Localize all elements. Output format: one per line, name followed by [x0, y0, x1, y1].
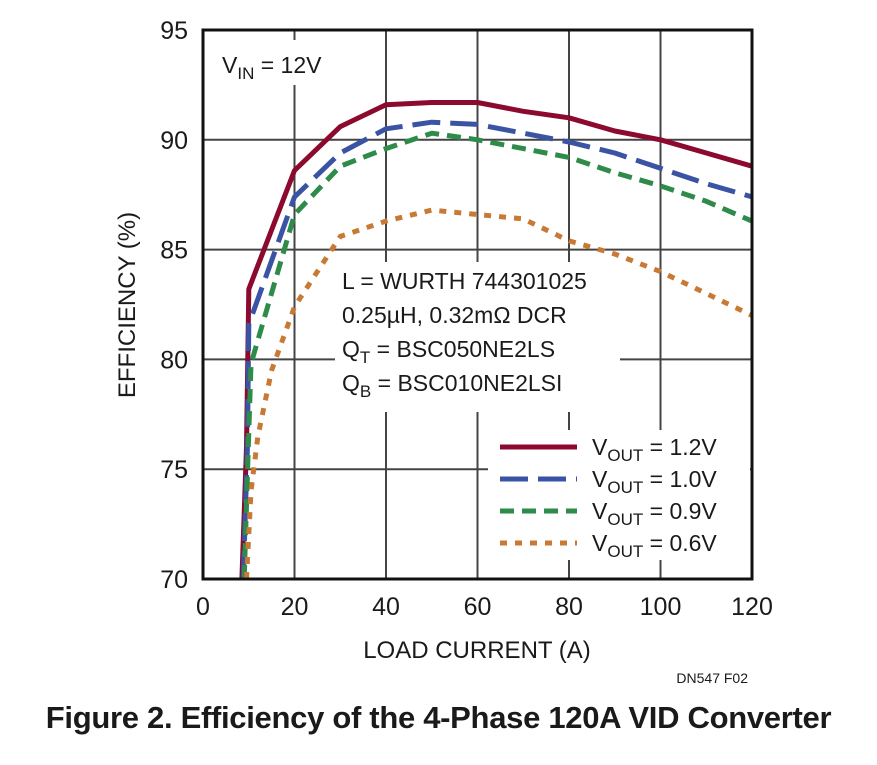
series-line-1 [239, 100, 753, 580]
x-tick-label: 60 [464, 593, 492, 621]
figure-caption: Figure 2. Efficiency of the 4-Phase 120A… [45, 700, 832, 735]
annotations: VIN = 12V L = WURTH 744301025 0.25µH, 0.3… [222, 52, 587, 401]
annotation-mask [335, 262, 620, 412]
legend-label: VOUT = 1.2V [592, 434, 717, 465]
y-axis-label: EFFICIENCY (%) [114, 212, 141, 398]
x-tick-label: 100 [640, 593, 682, 621]
y-tick-label: 95 [160, 17, 188, 45]
x-tick-label: 0 [196, 593, 210, 621]
figure-reference: DN547 F02 [676, 670, 748, 686]
efficiency-chart: VIN = 12V L = WURTH 744301025 0.25µH, 0.3… [114, 17, 773, 686]
y-tick-label: 75 [160, 456, 188, 484]
y-tick-label: 70 [160, 566, 188, 594]
vin-annotation: VIN = 12V [222, 52, 322, 83]
component-note: QT = BSC050NE2LS [342, 336, 555, 367]
series-line-2 [240, 119, 753, 580]
component-notes: L = WURTH 744301025 0.25µH, 0.32mΩ DCR QT … [342, 268, 587, 401]
legend-mask [488, 430, 750, 560]
legend-label: VOUT = 1.0V [592, 466, 717, 497]
series-lines [239, 100, 754, 580]
x-axis-label: LOAD CURRENT (A) [363, 637, 591, 664]
tick-labels: 0 20 40 60 80 100 120 70 75 80 85 90 95 [160, 17, 773, 621]
vin-mask [215, 40, 340, 85]
series-line-4 [244, 207, 754, 580]
component-note: 0.25µH, 0.32mΩ DCR [342, 302, 567, 328]
series-line-3 [241, 130, 753, 580]
grid [203, 30, 752, 579]
legend-label: VOUT = 0.6V [592, 530, 717, 561]
legend-label: VOUT = 0.9V [592, 498, 717, 529]
x-tick-label: 80 [555, 593, 583, 621]
component-note: L = WURTH 744301025 [342, 268, 587, 294]
x-tick-label: 40 [372, 593, 400, 621]
y-tick-label: 80 [160, 346, 188, 374]
x-tick-label: 20 [281, 593, 309, 621]
component-note: QB = BSC010NE2LSI [342, 370, 562, 401]
x-tick-label: 120 [731, 593, 773, 621]
y-tick-label: 90 [160, 127, 188, 155]
plot-frame [201, 28, 754, 581]
y-tick-label: 85 [160, 237, 188, 265]
